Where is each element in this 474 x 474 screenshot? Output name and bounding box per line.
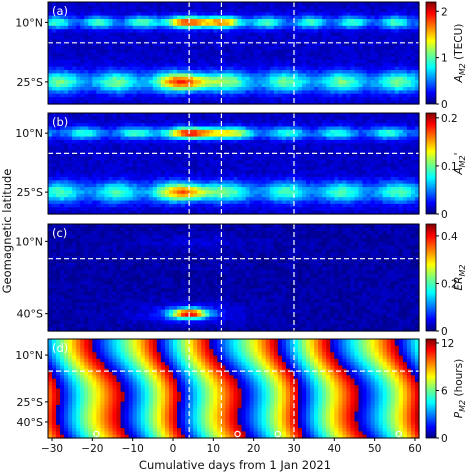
x-tick-label: −10 [122, 443, 144, 455]
y-tick-label: 25°S [17, 396, 43, 409]
y-tick-label: 40°S [17, 308, 43, 321]
colorbar-tick-label: 0.1 [441, 161, 458, 173]
y-tick-label: 40°S [17, 416, 43, 429]
colorbar-tick-label: 6 [441, 385, 448, 397]
panel-letter: (b) [52, 115, 68, 129]
y-tick-label: 25°S [17, 76, 43, 89]
heatmap [48, 224, 420, 332]
marker-circle [234, 430, 241, 438]
panel-a: (a) 10°N 25°S 0 1 2 AM2 (TECU) [15, 1, 467, 111]
x-tick-label: 30 [287, 443, 300, 455]
colorbar-tick-label: 2 [441, 6, 448, 18]
x-tick-label: 0 [170, 443, 177, 455]
colorbar-tick-label: 0.2 [441, 278, 458, 290]
x-tick-label: 60 [408, 443, 421, 455]
heatmap [48, 2, 420, 105]
colorbar-tick-label: 0.2 [441, 113, 458, 125]
x-tick-label: 20 [247, 443, 260, 455]
panel-frame [47, 112, 420, 215]
y-axis-label: Geomagnetic latitude [0, 169, 14, 294]
y-tick-label: 10°N [15, 235, 43, 248]
colorbar [425, 1, 437, 105]
x-axis: −30 −20 −10 0 10 20 30 40 50 60 [41, 438, 422, 455]
panel-frame [47, 1, 420, 105]
colorbar-tick-label: 0 [441, 326, 448, 338]
panel-c: (c) 10°N 40°S 0 0.2 0.4 ERM2 [15, 223, 467, 338]
colorbar-tick-label: 12 [441, 338, 454, 350]
marker-circle [93, 430, 100, 438]
x-axis-label: Cumulative days from 1 Jan 2021 [139, 458, 331, 472]
x-tick-label: 40 [328, 443, 341, 455]
panel-frame [47, 338, 420, 439]
colorbar-label: AM2 (TECU) [453, 24, 467, 84]
heatmap [48, 339, 420, 439]
colorbar-label: ERM2 [453, 265, 467, 291]
panel-letter: (c) [52, 226, 67, 240]
colorbar [425, 112, 437, 215]
x-tick-label: −30 [41, 443, 63, 455]
colorbar-label: AM2' [453, 152, 467, 175]
x-tick-label: 10 [207, 443, 220, 455]
colorbar [425, 223, 437, 332]
y-tick-label: 10°N [15, 127, 43, 140]
colorbar-label: PM2 (hours) [453, 359, 467, 418]
x-tick-label: 50 [368, 443, 381, 455]
panel-letter: (a) [52, 4, 68, 18]
panel-frame [47, 223, 420, 332]
colorbar-tick-label: 0.4 [441, 231, 458, 243]
marker-circle [395, 430, 403, 438]
colorbar-tick-label: 0 [441, 99, 448, 111]
heatmap [48, 113, 420, 215]
panel-d: (d) 10°N 25°S 40°S 0 6 12 PM2 (hours) [15, 338, 467, 445]
colorbar-tick-label: 0 [441, 209, 448, 221]
colorbar-tick-label: 0 [441, 433, 448, 445]
x-tick-label: −20 [81, 443, 103, 455]
y-tick-label: 10°N [15, 16, 43, 29]
panel-b: (b) 10°N 25°S 0 0.1 0.2 AM2' [15, 112, 467, 221]
colorbar-tick-label: 1 [441, 53, 448, 65]
marker-circle [274, 430, 282, 438]
colorbar [425, 338, 437, 439]
y-tick-label: 25°S [17, 186, 43, 199]
y-tick-label: 10°N [15, 349, 43, 362]
panel-letter: (d) [52, 341, 68, 355]
